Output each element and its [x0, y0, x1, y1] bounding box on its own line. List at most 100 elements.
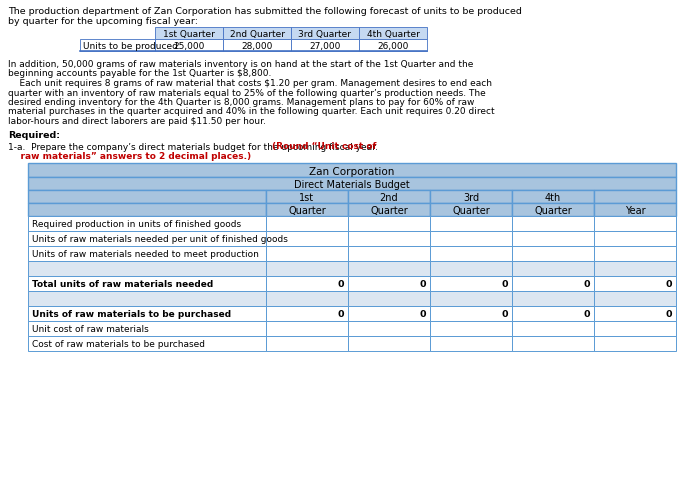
- Text: 0: 0: [584, 280, 590, 288]
- Bar: [28, 217, 266, 231]
- Bar: [430, 321, 512, 336]
- Text: Units of raw materials needed to meet production: Units of raw materials needed to meet pr…: [32, 249, 259, 259]
- Text: quarter with an inventory of raw materials equal to 25% of the following quarter: quarter with an inventory of raw materia…: [8, 88, 486, 97]
- Bar: [348, 321, 430, 336]
- Bar: [512, 203, 594, 217]
- Bar: [348, 276, 430, 291]
- Bar: [594, 246, 676, 262]
- Text: 3rd Quarter: 3rd Quarter: [298, 30, 351, 39]
- Bar: [28, 262, 266, 276]
- Text: 2nd Quarter: 2nd Quarter: [230, 30, 284, 39]
- Bar: [155, 28, 223, 40]
- Text: material purchases in the quarter acquired and 40% in the following quarter. Eac: material purchases in the quarter acquir…: [8, 107, 495, 116]
- Text: 0: 0: [419, 309, 426, 318]
- Text: Quarter: Quarter: [452, 205, 490, 216]
- Bar: [594, 217, 676, 231]
- Text: 2nd: 2nd: [379, 193, 398, 203]
- Bar: [512, 191, 594, 203]
- Text: 1st: 1st: [300, 193, 314, 203]
- Bar: [430, 246, 512, 262]
- Bar: [266, 276, 348, 291]
- Bar: [430, 217, 512, 231]
- Bar: [594, 336, 676, 351]
- Bar: [28, 203, 266, 217]
- Text: 3rd: 3rd: [463, 193, 479, 203]
- Text: 28,000: 28,000: [241, 42, 273, 51]
- Text: Required production in units of finished goods: Required production in units of finished…: [32, 220, 241, 228]
- Bar: [266, 321, 348, 336]
- Bar: [28, 321, 266, 336]
- Bar: [28, 246, 266, 262]
- Text: labor-hours and direct laborers are paid $11.50 per hour.: labor-hours and direct laborers are paid…: [8, 117, 266, 126]
- Bar: [430, 231, 512, 246]
- Text: 0: 0: [666, 309, 672, 318]
- Bar: [430, 191, 512, 203]
- Bar: [359, 40, 427, 52]
- Text: Units to be produced: Units to be produced: [83, 42, 178, 51]
- Text: Year: Year: [624, 205, 645, 216]
- Text: by quarter for the upcoming fiscal year:: by quarter for the upcoming fiscal year:: [8, 17, 198, 26]
- Bar: [512, 231, 594, 246]
- Bar: [512, 306, 594, 321]
- Bar: [28, 306, 266, 321]
- Bar: [594, 231, 676, 246]
- Text: (Round “Unit cost of: (Round “Unit cost of: [272, 142, 377, 151]
- Text: Zan Corporation: Zan Corporation: [309, 167, 395, 177]
- Bar: [359, 28, 427, 40]
- Text: 26,000: 26,000: [377, 42, 409, 51]
- Text: Required:: Required:: [8, 131, 60, 140]
- Text: 0: 0: [337, 309, 344, 318]
- Bar: [348, 262, 430, 276]
- Bar: [266, 217, 348, 231]
- Text: In addition, 50,000 grams of raw materials inventory is on hand at the start of : In addition, 50,000 grams of raw materia…: [8, 60, 473, 69]
- Text: 0: 0: [501, 309, 508, 318]
- Bar: [266, 291, 348, 306]
- Text: Quarter: Quarter: [288, 205, 326, 216]
- Text: 0: 0: [666, 280, 672, 288]
- Text: beginning accounts payable for the 1st Quarter is $8,800.: beginning accounts payable for the 1st Q…: [8, 69, 272, 79]
- Text: 25,000: 25,000: [174, 42, 204, 51]
- Bar: [594, 291, 676, 306]
- Bar: [348, 191, 430, 203]
- Bar: [80, 40, 155, 52]
- Bar: [28, 163, 676, 178]
- Text: Units of raw materials needed per unit of finished goods: Units of raw materials needed per unit o…: [32, 235, 288, 244]
- Text: desired ending inventory for the 4th Quarter is 8,000 grams. Management plans to: desired ending inventory for the 4th Qua…: [8, 98, 475, 107]
- Text: Quarter: Quarter: [534, 205, 572, 216]
- Bar: [155, 40, 223, 52]
- Text: 0: 0: [419, 280, 426, 288]
- Bar: [348, 291, 430, 306]
- Bar: [594, 306, 676, 321]
- Bar: [28, 336, 266, 351]
- Text: 0: 0: [337, 280, 344, 288]
- Bar: [291, 28, 359, 40]
- Text: Units of raw materials to be purchased: Units of raw materials to be purchased: [32, 309, 231, 318]
- Bar: [28, 178, 676, 191]
- Bar: [28, 276, 266, 291]
- Bar: [348, 246, 430, 262]
- Text: Cost of raw materials to be purchased: Cost of raw materials to be purchased: [32, 339, 205, 348]
- Bar: [512, 217, 594, 231]
- Bar: [512, 276, 594, 291]
- Text: 1st Quarter: 1st Quarter: [163, 30, 215, 39]
- Bar: [348, 336, 430, 351]
- Bar: [512, 291, 594, 306]
- Bar: [430, 336, 512, 351]
- Bar: [512, 321, 594, 336]
- Bar: [266, 231, 348, 246]
- Bar: [28, 231, 266, 246]
- Bar: [266, 203, 348, 217]
- Text: raw materials” answers to 2 decimal places.): raw materials” answers to 2 decimal plac…: [8, 152, 251, 161]
- Bar: [430, 291, 512, 306]
- Bar: [348, 231, 430, 246]
- Bar: [594, 321, 676, 336]
- Text: 4th: 4th: [545, 193, 561, 203]
- Bar: [430, 276, 512, 291]
- Text: The production department of Zan Corporation has submitted the following forecas: The production department of Zan Corpora…: [8, 7, 522, 16]
- Text: 0: 0: [501, 280, 508, 288]
- Text: Direct Materials Budget: Direct Materials Budget: [294, 180, 410, 190]
- Bar: [512, 246, 594, 262]
- Bar: [266, 246, 348, 262]
- Bar: [594, 276, 676, 291]
- Bar: [266, 306, 348, 321]
